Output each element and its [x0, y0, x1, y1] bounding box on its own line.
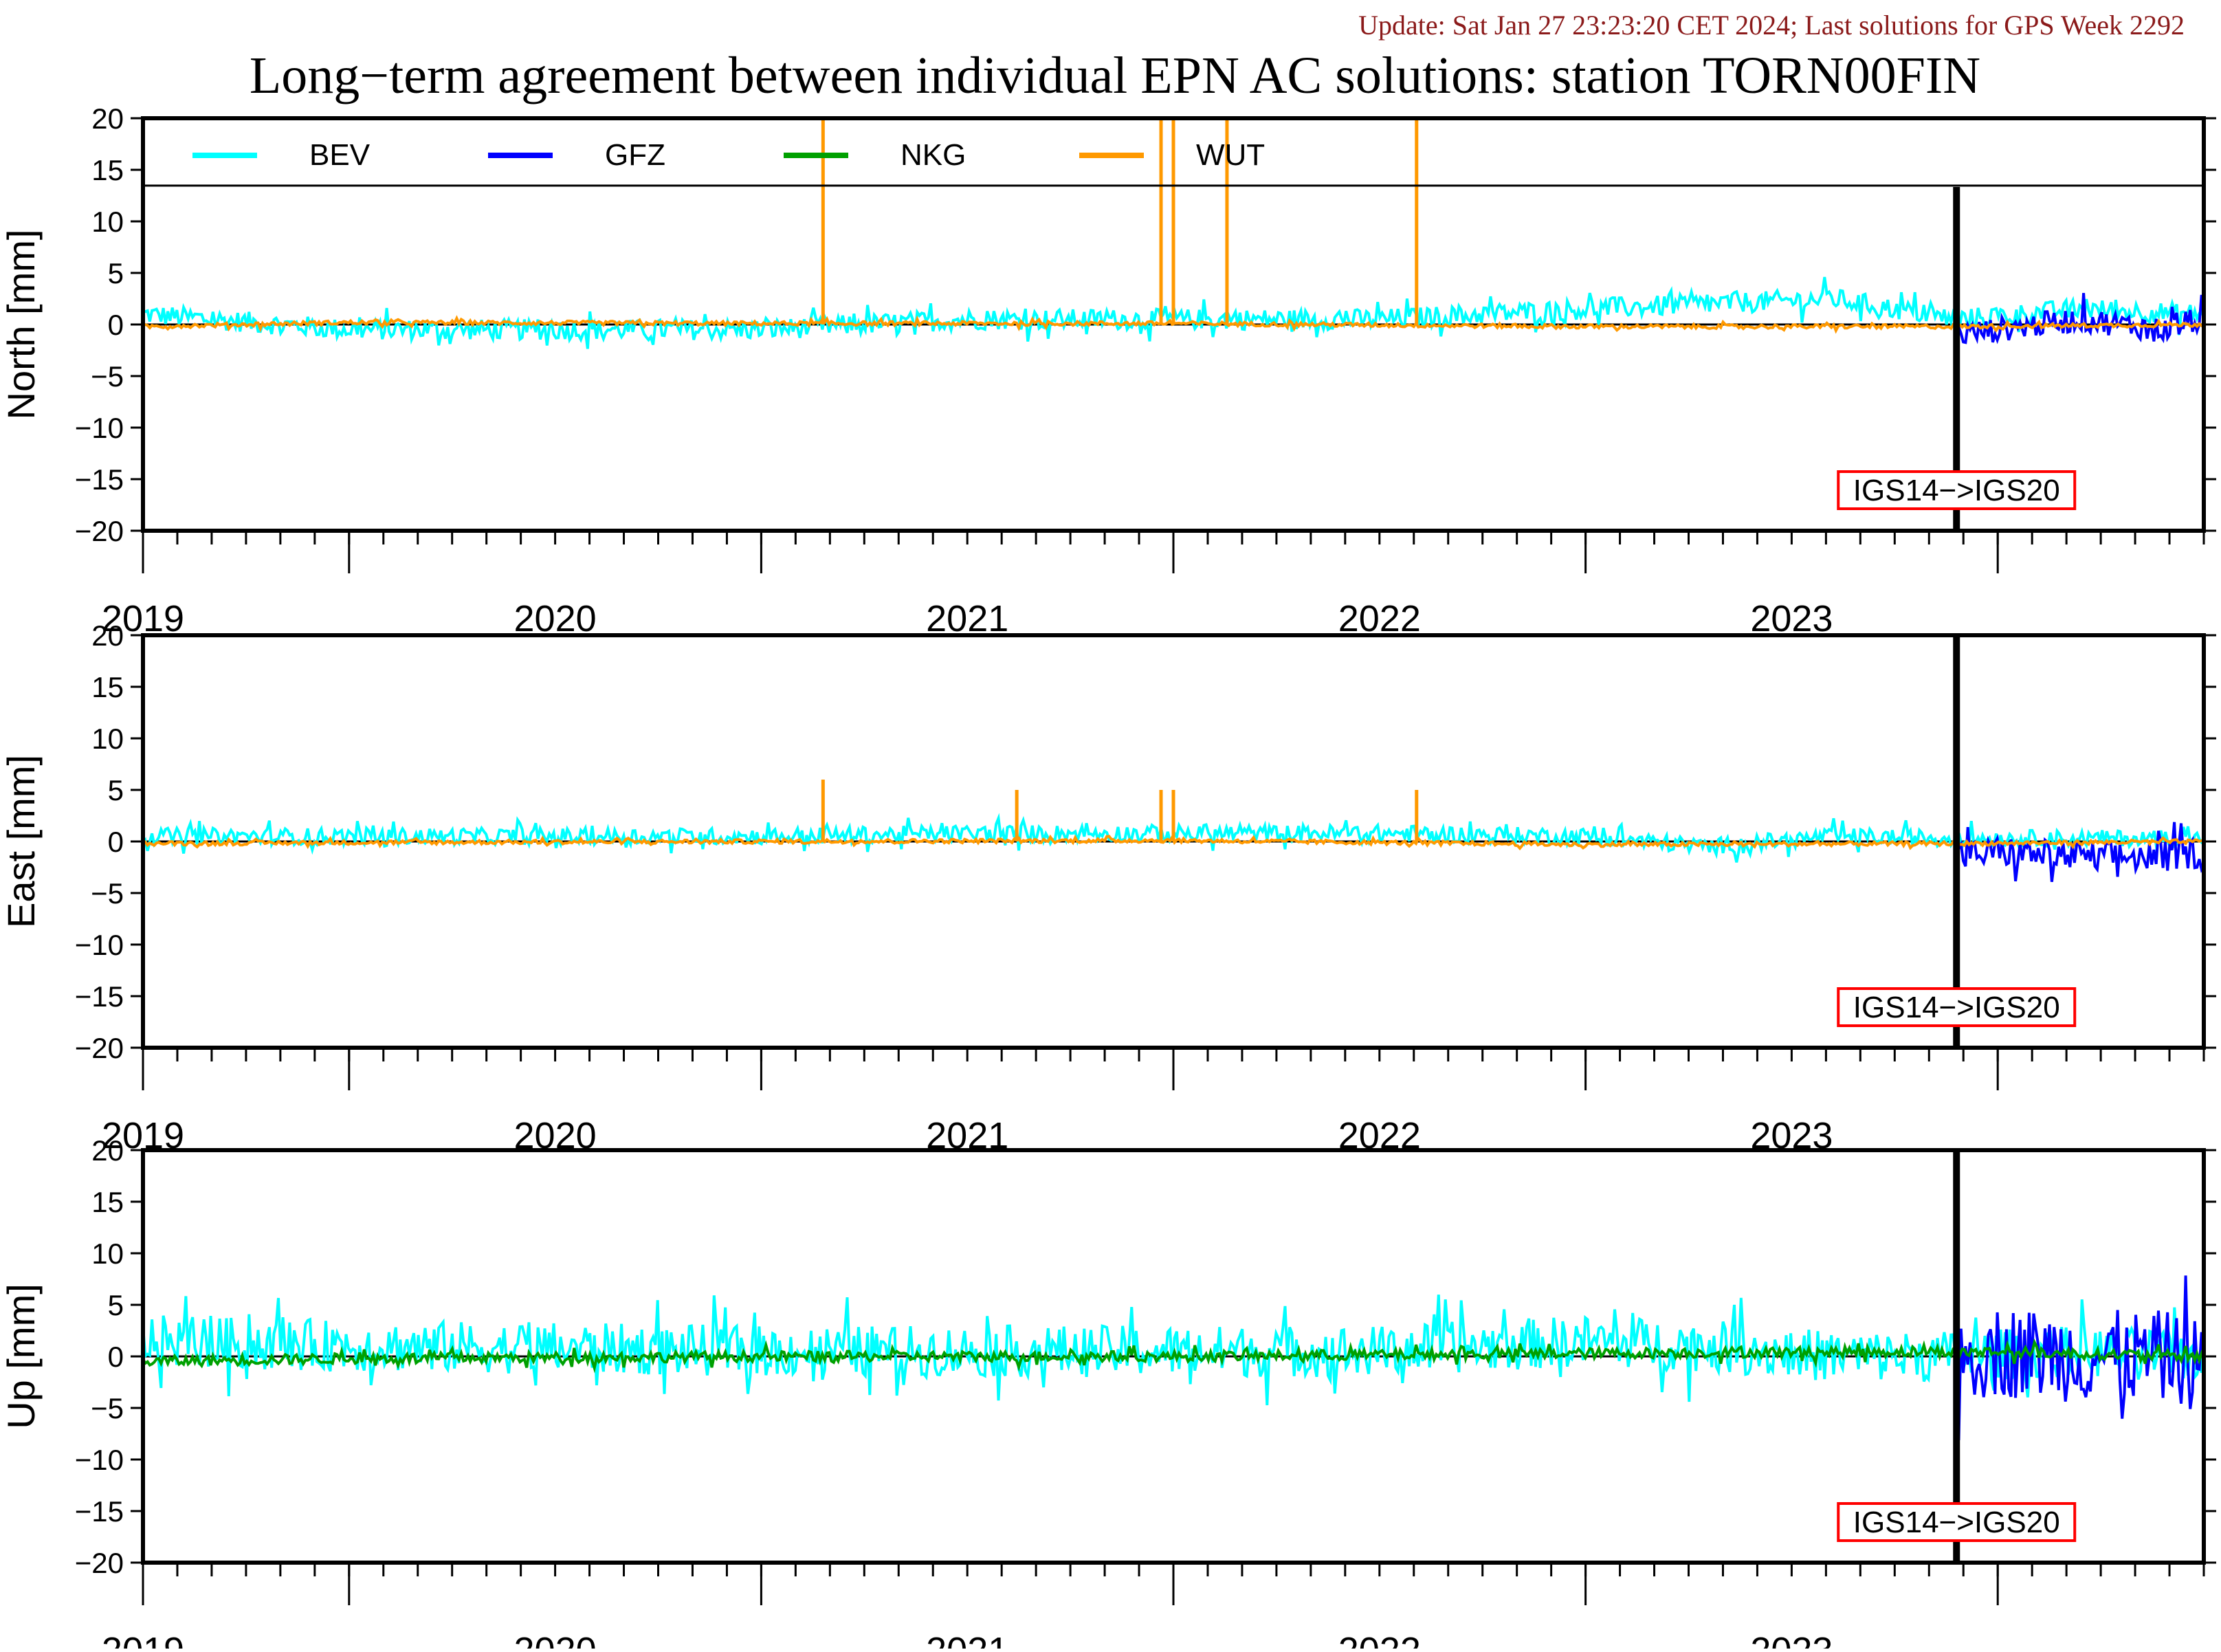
frame-change-box [1837, 1502, 2077, 1542]
y-tick-label: 5 [108, 1289, 124, 1321]
y-tick-label: −5 [91, 1392, 124, 1424]
x-tick-label: 2021 [926, 598, 1008, 639]
y-tick-label: 5 [108, 257, 124, 289]
frame-change-label: IGS14−>IGS20 [1853, 991, 2060, 1024]
update-text: Update: Sat Jan 27 23:23:20 CET 2024; La… [1358, 10, 2185, 41]
x-tick-label: 2022 [1338, 1630, 1421, 1649]
y-tick-label: −15 [75, 1495, 124, 1528]
frame-change-box [1837, 470, 2077, 510]
x-tick-label: 2019 [102, 598, 184, 639]
y-tick-label: −15 [75, 980, 124, 1013]
y-tick-label: −20 [75, 515, 124, 547]
y-tick-label: 0 [108, 826, 124, 858]
x-tick-label: 2023 [1750, 598, 1833, 639]
x-tick-label: 2023 [1750, 1630, 1833, 1649]
y-tick-label: −20 [75, 1547, 124, 1579]
y-tick-label: 15 [91, 1186, 124, 1218]
y-tick-label: 20 [91, 102, 124, 135]
frame-change-label: IGS14−>IGS20 [1853, 474, 2060, 507]
y-axis-label: Up [mm] [0, 1284, 43, 1429]
y-tick-label: 0 [108, 309, 124, 341]
series-group [143, 780, 2204, 882]
y-tick-label: 10 [91, 206, 124, 238]
y-tick-label: −10 [75, 412, 124, 444]
y-tick-label: 10 [91, 1237, 124, 1270]
series-line-gfz [1955, 1275, 2204, 1441]
x-tick-label: 2019 [102, 1630, 184, 1649]
y-tick-label: 10 [91, 723, 124, 755]
x-tick-label: 2020 [514, 598, 597, 639]
panels-layer: 20 15 10 5 0 −5 −10 −15 −20 North [mm] IGS14−>IGS2… [0, 102, 2216, 1652]
panel-up: 20 15 10 5 0 −5 −10 −15 −20 Up [mm] IGS14−>IGS20 20… [0, 1134, 2216, 1652]
frame-change-box [1837, 987, 2077, 1027]
y-tick-label: 20 [91, 619, 124, 652]
frame-change-label: IGS14−>IGS20 [1853, 1506, 2060, 1539]
x-tick-label: 2020 [514, 1630, 597, 1649]
y-tick-label: −10 [75, 929, 124, 961]
series-group [143, 1275, 2204, 1441]
legend-label-nkg: NKG [900, 138, 966, 172]
x-tick-label: 2022 [1338, 598, 1421, 639]
x-tick-label: 2021 [926, 1630, 1008, 1649]
y-tick-label: −10 [75, 1444, 124, 1476]
legend-label-bev: BEV [309, 138, 371, 172]
y-tick-label: −15 [75, 463, 124, 496]
series-line-gfz [1955, 293, 2204, 345]
panel-north: 20 15 10 5 0 −5 −10 −15 −20 North [mm] IGS14−>IGS2… [0, 102, 2216, 639]
legend-label-gfz: GFZ [605, 138, 665, 172]
legend-label-wut: WUT [1196, 138, 1265, 172]
legend: BEV GFZ NKG WUT [143, 138, 2204, 187]
y-tick-label: 15 [91, 671, 124, 703]
y-axis-label: North [mm] [0, 230, 43, 420]
y-tick-label: 20 [91, 1134, 124, 1167]
y-tick-label: 15 [91, 154, 124, 186]
y-tick-label: 0 [108, 1341, 124, 1373]
y-tick-label: −5 [91, 877, 124, 910]
series-line-nkg [143, 1338, 2204, 1374]
chart-title: Long−term agreement between individual E… [250, 47, 1980, 104]
y-tick-label: −5 [91, 360, 124, 393]
y-tick-label: −20 [75, 1032, 124, 1064]
series-group [143, 118, 2204, 349]
y-tick-label: 5 [108, 774, 124, 806]
y-axis-label: East [mm] [0, 755, 43, 928]
